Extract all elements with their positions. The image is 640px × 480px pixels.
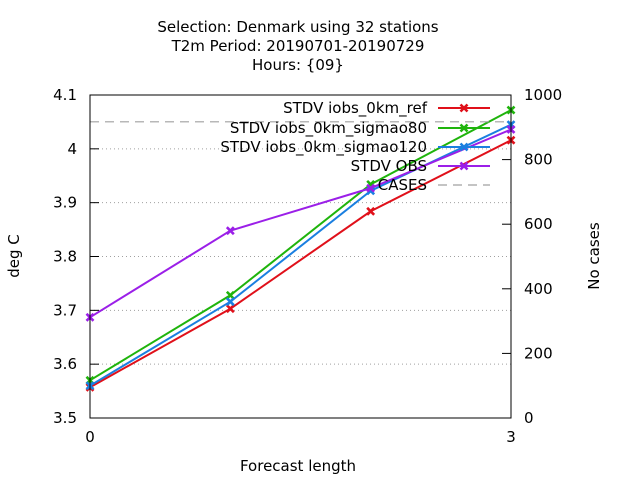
- legend-marker: [459, 142, 469, 152]
- legend-marker: [459, 161, 469, 171]
- chart-title: Selection: Denmark using 32 stations T2m…: [157, 18, 438, 74]
- legend-label: CASES: [378, 176, 427, 194]
- data-point: [225, 297, 235, 307]
- series-stdv-iobs-0km-ref: [85, 135, 516, 392]
- legend-label: STDV OBS: [351, 157, 427, 175]
- y2-tick-label: 800: [524, 151, 553, 169]
- y-tick-label: 4: [67, 140, 77, 158]
- y-tick-label: 3.6: [53, 355, 77, 373]
- title-line-1: Selection: Denmark using 32 stations: [157, 18, 438, 36]
- y-tick-label: 3.8: [53, 248, 77, 266]
- title-line-3: Hours: {09}: [252, 56, 344, 74]
- x-axis-label: Forecast length: [240, 457, 356, 475]
- legend-label: STDV iobs_0km_sigmao120: [220, 138, 427, 157]
- grid-lines: [90, 148, 511, 365]
- series-line: [89, 128, 512, 319]
- y-axis-label: deg C: [5, 234, 23, 278]
- series-line: [89, 123, 512, 387]
- data-point: [225, 226, 235, 236]
- legend-label: STDV iobs_0km_sigmao80: [230, 119, 427, 138]
- y-tick-label: 3.7: [53, 301, 77, 319]
- data-point: [366, 206, 376, 216]
- y2-tick-label: 400: [524, 280, 553, 298]
- y2-axis-label: No cases: [585, 222, 603, 290]
- series-line: [89, 139, 512, 389]
- y-tick-label: 4.1: [53, 86, 77, 104]
- series-stdv-iobs-0km-sigmao120: [85, 120, 516, 391]
- data-point: [225, 304, 235, 314]
- legend-marker: [459, 123, 469, 133]
- title-line-2: T2m Period: 20190701-20190729: [171, 37, 425, 55]
- y2-tick-label: 0: [524, 409, 534, 427]
- y2-tick-label: 200: [524, 344, 553, 362]
- y-tick-label: 3.5: [53, 409, 77, 427]
- plot-frame: [89, 94, 512, 419]
- data-point: [366, 183, 376, 193]
- x-tick-label: 0: [85, 428, 95, 446]
- y2-tick-label: 600: [524, 215, 553, 233]
- y-tick-label: 3.9: [53, 194, 77, 212]
- x-tick-label: 3: [506, 428, 516, 446]
- legend-marker: [459, 103, 469, 113]
- y2-tick-label: 1000: [524, 86, 562, 104]
- legend-label: STDV iobs_0km_ref: [283, 99, 428, 118]
